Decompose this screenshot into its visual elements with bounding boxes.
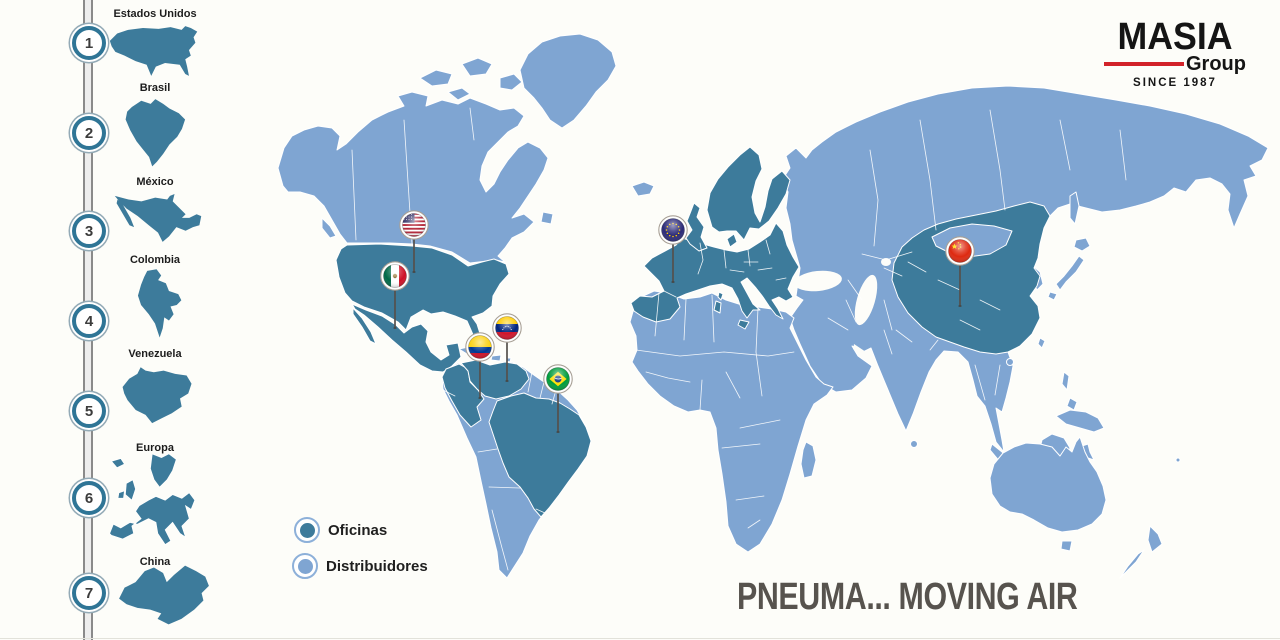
legend-office-label: Oficinas	[328, 522, 388, 539]
logo-since: SINCE 1987	[1133, 77, 1217, 89]
pin-estados-unidos	[399, 210, 429, 273]
country-borders	[351, 107, 1127, 571]
estados-unidos-silhouette	[109, 26, 198, 76]
step-number-label: 7	[84, 584, 94, 602]
sidebar-item-china-label: China	[139, 556, 171, 568]
step-number-label: 6	[84, 489, 94, 507]
pin-brasil	[543, 364, 573, 433]
pin-colombia	[465, 332, 495, 399]
legend-distributor-swatch	[292, 553, 318, 579]
china-silhouette	[119, 565, 209, 625]
logo-title: MASIA	[1117, 16, 1233, 58]
brasil-silhouette	[125, 99, 186, 167]
step-number-label: 5	[84, 402, 94, 420]
step-number-label: 1	[84, 34, 94, 52]
inland-seas	[794, 258, 1038, 362]
step-number-4: 4	[72, 304, 106, 338]
bottom-divider	[0, 638, 1280, 639]
tagline: PNEUMA... MOVING AIR	[737, 576, 1078, 618]
legend-office-swatch	[294, 517, 320, 543]
pin-venezuela	[492, 313, 522, 382]
venezuela-silhouette	[122, 367, 192, 424]
step-number-3: 3	[72, 214, 106, 248]
masia-group-logo: MASIA Group SINCE 1987	[1100, 18, 1250, 89]
office-dot-icon	[299, 522, 315, 538]
step-number-5: 5	[72, 394, 106, 428]
mexico-silhouette	[114, 194, 202, 242]
sidebar-item-venezuela-label: Venezuela	[128, 348, 182, 360]
logo-red-line	[1104, 62, 1184, 66]
step-number-label: 3	[84, 222, 94, 240]
sidebar-item-colombia-label: Colombia	[129, 254, 181, 266]
step-number-1: 1	[72, 26, 106, 60]
europa-silhouette	[109, 453, 196, 546]
colombia-silhouette	[137, 269, 182, 338]
sidebar-item-europa-label: Europa	[136, 442, 174, 454]
distributor-dot-icon	[297, 558, 313, 574]
step-number-label: 4	[84, 312, 94, 330]
step-number-label: 2	[84, 124, 94, 142]
step-number-6: 6	[72, 481, 106, 515]
pin-europa	[658, 215, 688, 283]
logo-subtitle: Group	[1186, 53, 1246, 75]
sidebar-item-mexico-label: México	[136, 176, 174, 188]
sidebar-item-brasil-label: Brasil	[139, 82, 171, 94]
pin-china	[945, 236, 975, 307]
step-number-2: 2	[72, 116, 106, 150]
pin-mexico	[380, 261, 410, 329]
sidebar-item-estados-unidos-label: Estados Unidos	[113, 8, 197, 20]
step-number-7: 7	[72, 576, 106, 610]
legend-distributor-label: Distribuidores	[326, 558, 428, 575]
